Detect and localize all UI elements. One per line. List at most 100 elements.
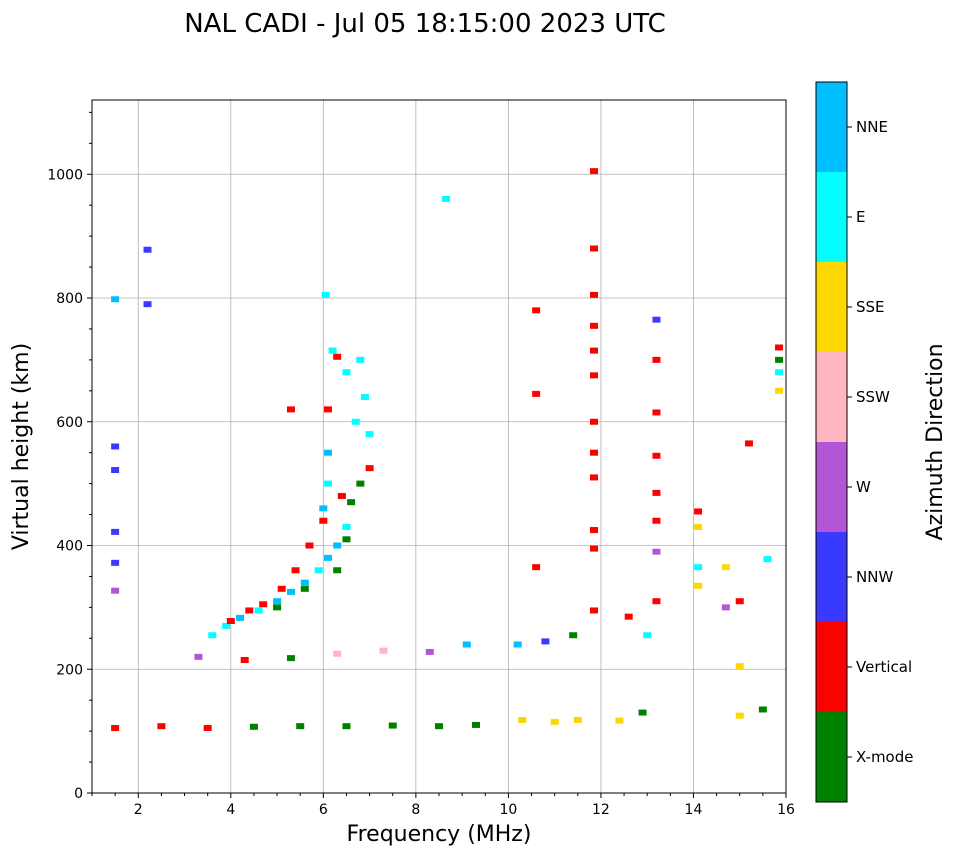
data-point	[111, 467, 120, 474]
x-tick-label: 6	[319, 802, 328, 818]
y-tick-label: 0	[74, 786, 83, 802]
data-point	[291, 567, 300, 574]
data-point	[532, 564, 541, 571]
data-point	[314, 567, 323, 574]
data-point	[321, 291, 330, 298]
y-tick-label: 400	[56, 539, 83, 555]
data-point	[111, 587, 120, 594]
data-point	[333, 542, 342, 549]
x-tick-label: 2	[134, 802, 143, 818]
data-point	[342, 536, 351, 543]
x-axis-label: Frequency (MHz)	[347, 822, 532, 847]
data-point	[694, 508, 703, 515]
data-point	[143, 301, 152, 308]
data-point	[589, 322, 598, 329]
y-tick-label: 600	[56, 415, 83, 431]
data-point	[203, 725, 212, 732]
data-point	[569, 632, 578, 639]
data-point	[323, 406, 332, 413]
data-point	[208, 632, 217, 639]
data-point	[652, 489, 661, 496]
data-point	[652, 548, 661, 555]
data-point	[589, 474, 598, 481]
x-tick-label: 12	[592, 802, 610, 818]
data-point	[643, 632, 652, 639]
data-point	[305, 542, 314, 549]
series-2	[273, 480, 365, 611]
data-point	[333, 567, 342, 574]
data-point	[347, 499, 356, 506]
data-point	[254, 607, 263, 614]
data-point	[589, 245, 598, 252]
data-point	[694, 564, 703, 571]
data-point	[111, 296, 120, 303]
data-point	[735, 712, 744, 719]
series-5	[111, 168, 784, 670]
colorbar-frame	[815, 81, 848, 803]
data-point	[550, 718, 559, 725]
data-point	[333, 353, 342, 360]
data-point	[735, 663, 744, 670]
data-point	[111, 443, 120, 450]
data-point	[157, 723, 166, 730]
data-point	[721, 604, 730, 611]
y-tick-label: 800	[56, 291, 83, 307]
colorbar-segment	[816, 262, 847, 352]
data-point	[245, 607, 254, 614]
data-point	[259, 601, 268, 608]
data-point	[236, 614, 245, 621]
data-point	[652, 356, 661, 363]
data-point	[356, 480, 365, 487]
data-point	[589, 347, 598, 354]
data-point	[694, 523, 703, 530]
data-point	[441, 196, 450, 202]
data-point	[323, 554, 332, 561]
data-point	[589, 607, 598, 614]
data-point	[365, 431, 374, 438]
data-point	[277, 585, 286, 592]
series-4	[194, 613, 652, 663]
data-point	[286, 406, 295, 413]
y-tick-label: 200	[56, 662, 83, 678]
data-point	[328, 347, 337, 354]
colorbar-segment	[816, 172, 847, 262]
data-point	[652, 452, 661, 459]
colorbar: X-mode Vertical NNW W SSW SSE E NNE Azimuth Dire…	[815, 81, 948, 803]
x-tick-label: 4	[226, 802, 235, 818]
data-point	[273, 604, 282, 611]
data-point	[425, 648, 434, 655]
data-point	[249, 723, 258, 730]
data-point	[532, 390, 541, 397]
series-0	[208, 347, 374, 639]
data-point	[286, 588, 295, 595]
data-point	[226, 617, 235, 624]
data-point	[775, 356, 784, 363]
data-point	[111, 528, 120, 535]
colorbar-label: Azimuth Direction	[923, 343, 948, 540]
data-point	[589, 291, 598, 298]
series-1	[226, 353, 374, 624]
x-tick-label: 10	[499, 802, 517, 818]
data-point	[319, 505, 328, 512]
colorbar-tick-label: SSE	[856, 298, 885, 316]
data-point	[744, 440, 753, 447]
data-point	[589, 527, 598, 534]
data-point	[222, 622, 231, 629]
data-point	[388, 722, 397, 729]
colorbar-tick-label: Vertical	[856, 658, 912, 676]
data-point	[286, 655, 295, 662]
data-point	[589, 372, 598, 379]
data-point	[342, 369, 351, 376]
data-point	[300, 585, 309, 592]
colorbar-segment	[816, 82, 847, 172]
data-point	[758, 706, 767, 713]
data-point	[273, 598, 282, 605]
data-point	[323, 449, 332, 456]
chart-title: NAL CADI - Jul 05 18:15:00 2023 UTC	[184, 9, 666, 39]
data-point	[365, 465, 374, 472]
colorbar-tick-label: NNE	[856, 118, 888, 136]
data-point	[589, 449, 598, 456]
y-axis-label: Virtual height (km)	[9, 343, 34, 550]
data-point	[337, 493, 346, 499]
